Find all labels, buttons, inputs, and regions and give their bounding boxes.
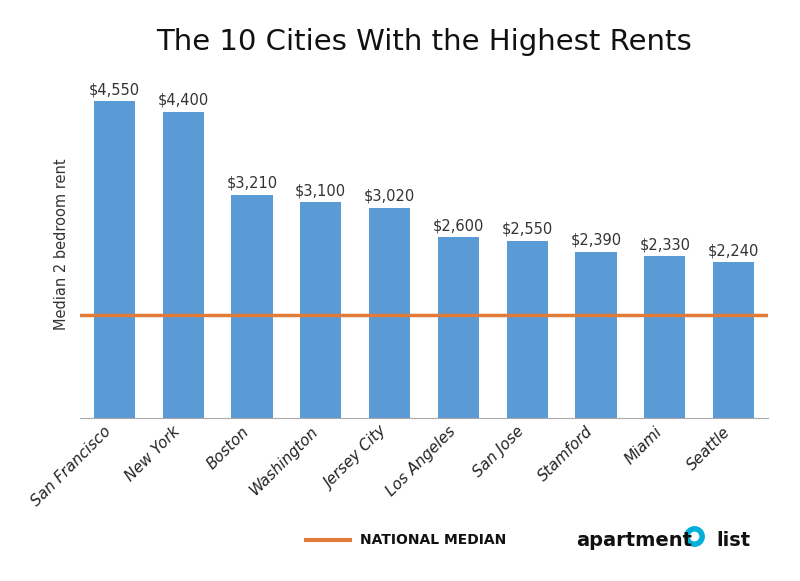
Text: $3,100: $3,100 [295,184,346,198]
Bar [369,208,410,418]
Bar [300,202,342,418]
Y-axis label: Median 2 bedroom rent: Median 2 bedroom rent [54,158,69,330]
Bar [575,252,617,418]
Text: $4,400: $4,400 [158,93,209,107]
Text: NATIONAL MEDIAN: NATIONAL MEDIAN [360,533,506,547]
Bar [162,112,204,418]
Text: $3,020: $3,020 [364,189,415,204]
Bar [231,195,273,418]
Bar [94,101,135,418]
Title: The 10 Cities With the Highest Rents: The 10 Cities With the Highest Rents [156,28,692,56]
Text: $2,550: $2,550 [502,222,553,236]
Text: $4,550: $4,550 [89,83,140,97]
Text: apartment: apartment [576,531,692,550]
Text: $2,600: $2,600 [433,218,484,233]
Text: $3,210: $3,210 [226,175,278,191]
Bar [644,256,686,418]
Text: list: list [716,531,750,550]
Text: $2,390: $2,390 [570,233,622,248]
Bar [438,237,479,418]
Bar [506,241,548,418]
Bar [713,262,754,418]
Text: $2,240: $2,240 [708,243,759,259]
Text: $2,330: $2,330 [639,237,690,252]
